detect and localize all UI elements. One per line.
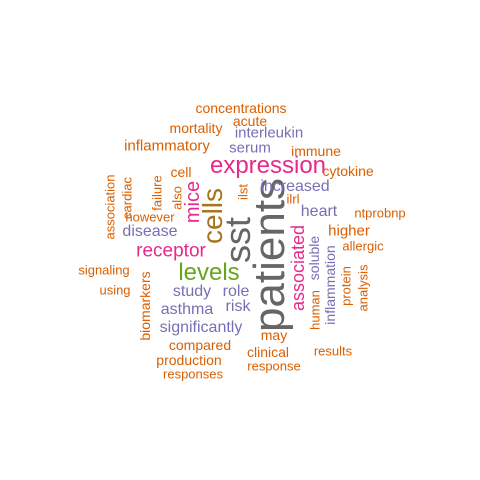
word-levels: levels (178, 259, 240, 286)
word-inflammatory: inflammatory (124, 137, 210, 155)
word-responses: responses (163, 366, 223, 382)
word-human: human (307, 290, 323, 330)
word-cytokine: cytokine (322, 163, 374, 179)
word-risk: risk (225, 298, 251, 315)
word-cell: cell (170, 164, 192, 180)
word-higher: higher (328, 222, 370, 240)
word-ilst: ilst (235, 184, 251, 200)
word-analysis: analysis (355, 264, 371, 312)
word-increased: increased (260, 178, 330, 195)
word-role: role (222, 283, 250, 300)
word-production: production (156, 352, 222, 368)
word-concentrations: concentrations (195, 100, 287, 116)
word-cardiac: cardiac (119, 177, 135, 219)
word-also: also (169, 186, 185, 210)
word-failure: failure (149, 175, 165, 211)
word-ntprobnp: ntprobnp (354, 205, 406, 221)
word-however: however (125, 209, 175, 225)
word-biomarkers: biomarkers (137, 271, 153, 341)
word-may: may (260, 327, 288, 343)
word-asthma: asthma (160, 301, 214, 318)
word-allergic: allergic (342, 238, 384, 254)
word-disease: disease (122, 223, 178, 240)
word-ilrl: ilrl (286, 191, 300, 207)
word-protein: protein (338, 266, 354, 306)
word-compared: compared (168, 337, 232, 353)
word-acute: acute (232, 113, 268, 129)
word-expression: expression (209, 152, 327, 179)
word-mortality: mortality (169, 120, 223, 136)
word-study: study (172, 283, 212, 300)
word-significantly: significantly (159, 319, 243, 336)
word-immune: immune (291, 143, 341, 159)
word-association: association (102, 174, 118, 240)
word-associated: associated (288, 224, 308, 312)
word-heart: heart (300, 203, 338, 220)
word-signaling: signaling (78, 262, 130, 278)
word-soluble: soluble (306, 235, 322, 281)
word-using: using (99, 282, 131, 298)
word-interleukin: interleukin (234, 124, 304, 142)
word-results: results (313, 343, 353, 359)
word-serum: serum (229, 139, 271, 157)
word-mice: mice (182, 180, 204, 224)
word-receptor: receptor (136, 240, 206, 262)
word-response: response (247, 358, 301, 374)
word-clinical: clinical (246, 344, 290, 360)
word-inflammation: inflammation (322, 245, 338, 325)
